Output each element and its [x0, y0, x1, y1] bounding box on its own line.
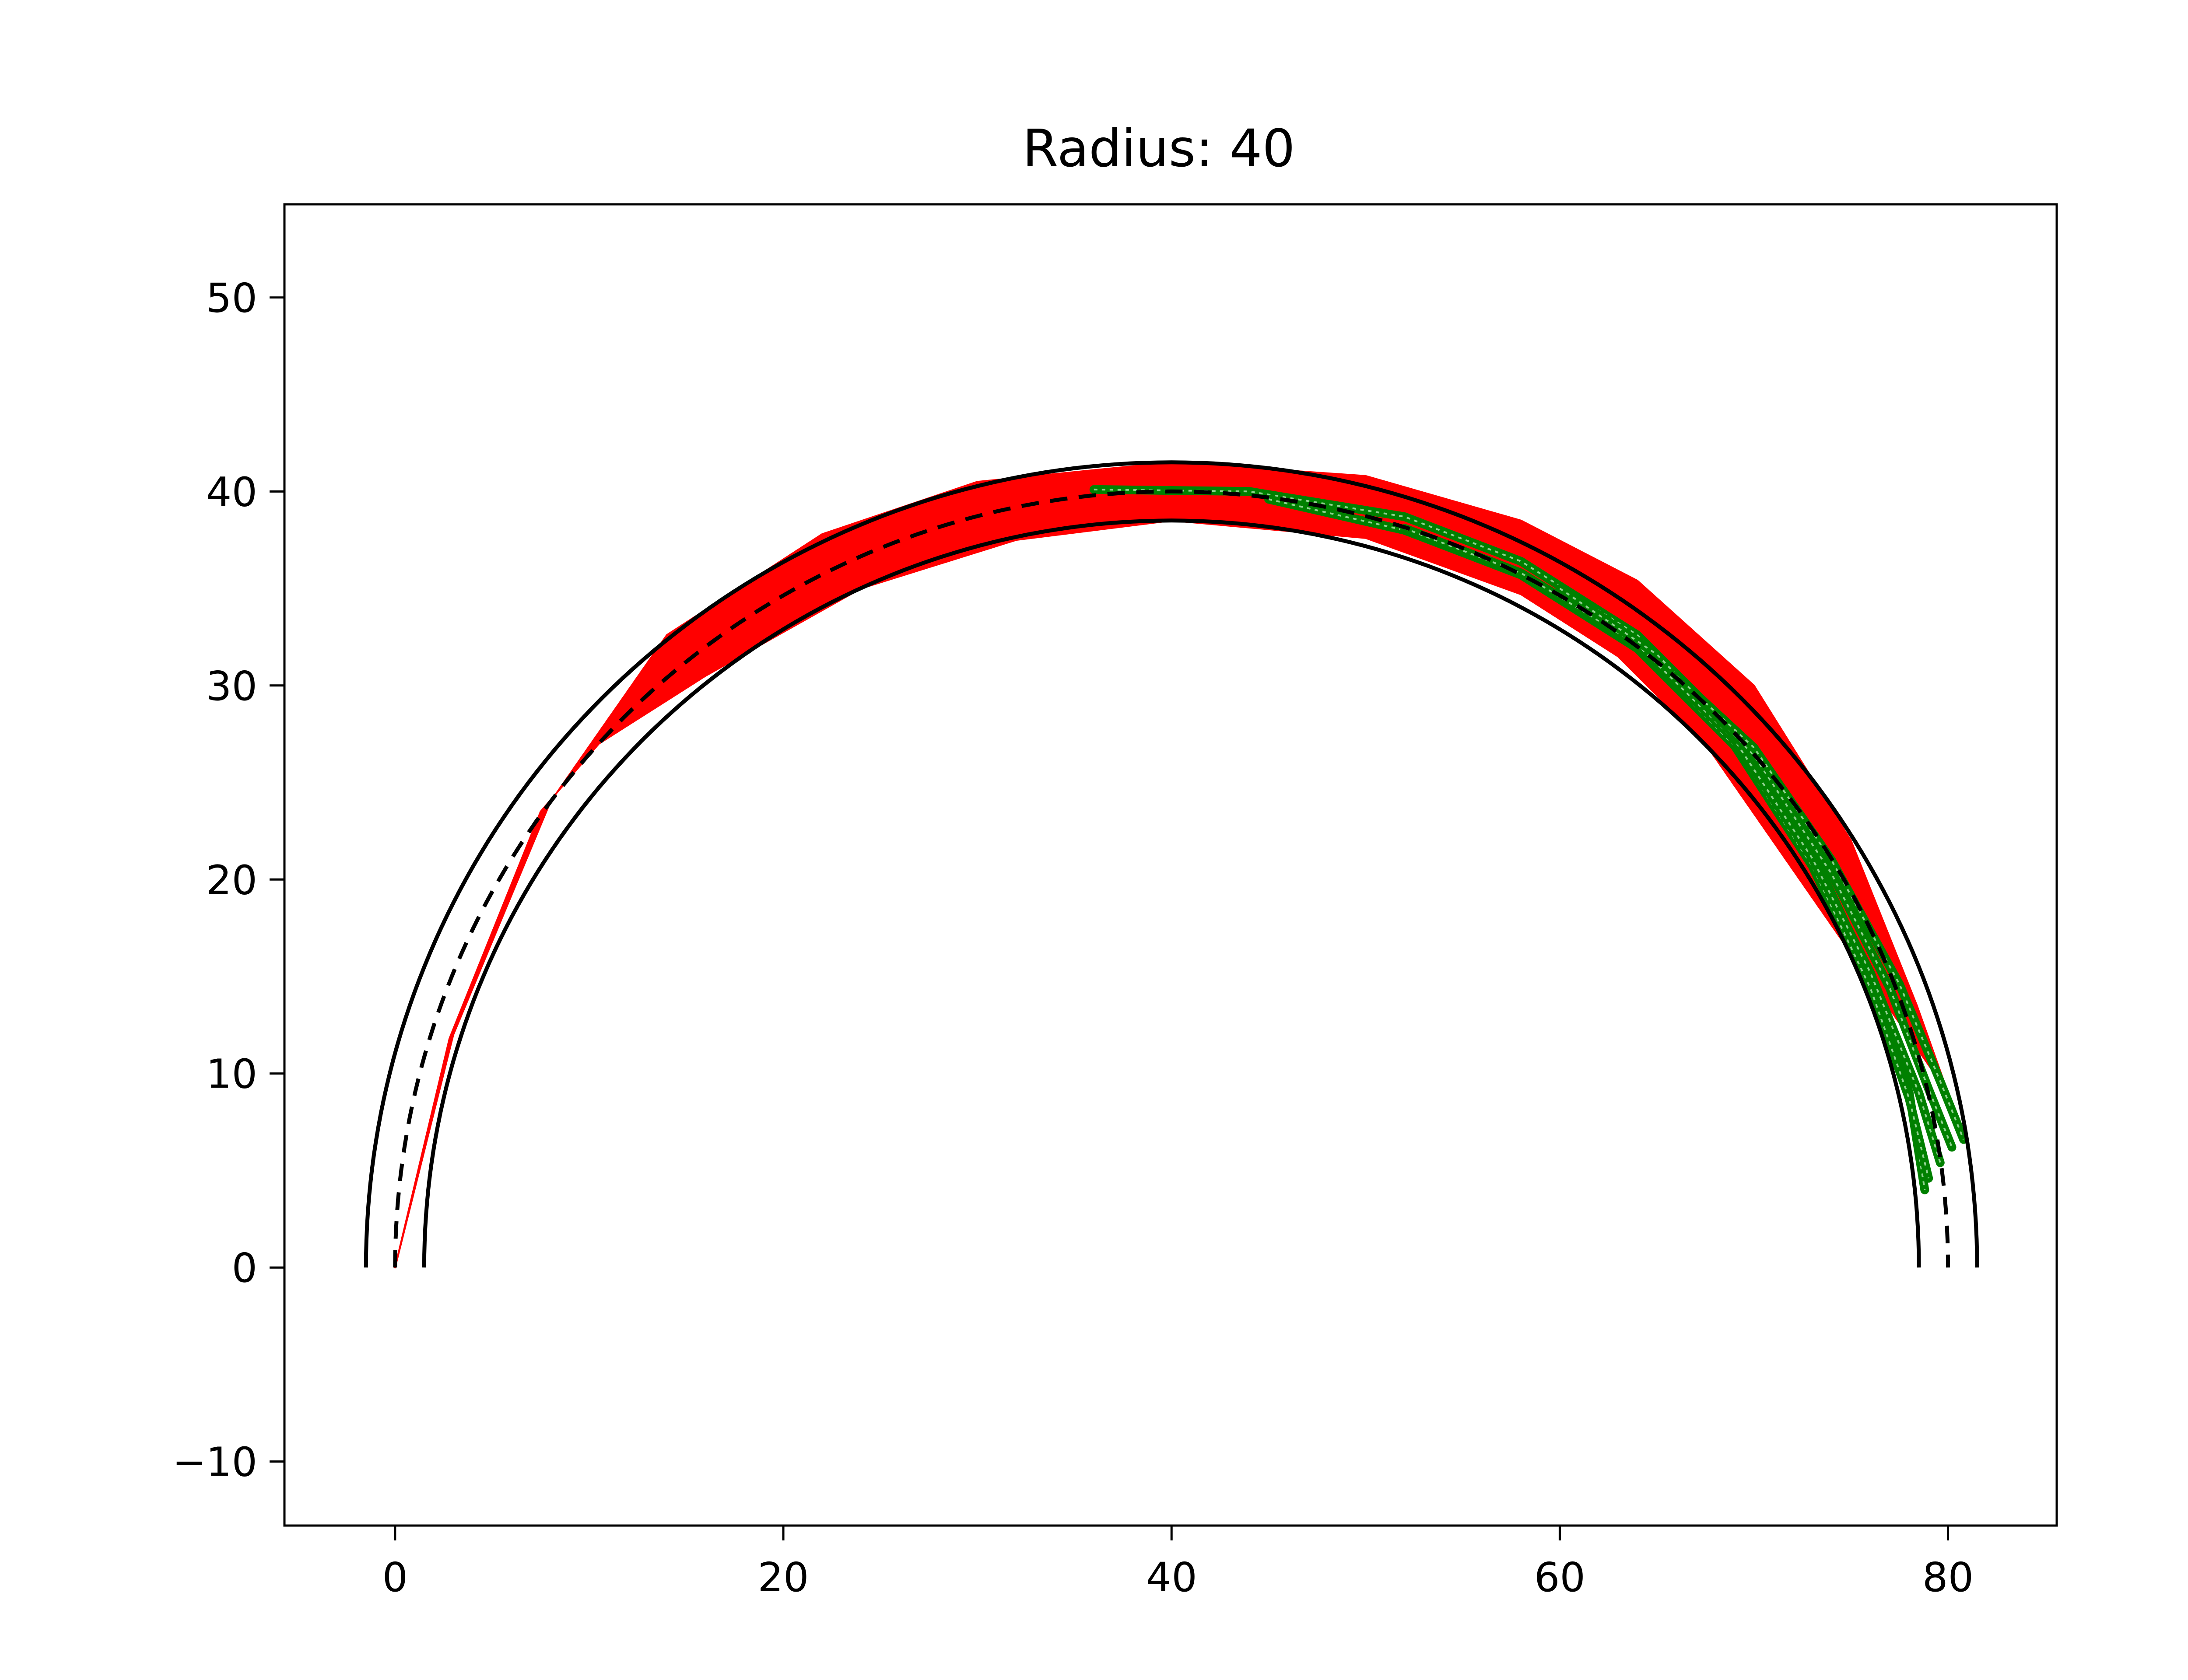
y-tick-label: 50 [206, 275, 257, 322]
axes-frame [283, 203, 2058, 1527]
y-tick-label: 30 [206, 663, 257, 710]
x-tick-label: 40 [1146, 1554, 1197, 1601]
chart-title: Radius: 40 [1022, 118, 1295, 178]
y-tick-label: 0 [231, 1245, 257, 1292]
green-trajectory-highlight-4 [1676, 675, 1964, 1140]
y-tick-label: 40 [206, 469, 257, 515]
red-trajectory-band [394, 461, 1949, 1269]
plot-content [364, 460, 1979, 1269]
green-trajectory-highlight-2 [1404, 527, 1941, 1163]
y-tick-label: 10 [206, 1051, 257, 1098]
x-tick-label: 0 [382, 1554, 408, 1601]
x-tick-label: 20 [757, 1554, 809, 1601]
x-tick-label: 80 [1922, 1554, 1974, 1601]
axis-ticks: 0 20 40 60 80 −10 0 10 20 30 40 50 [172, 275, 1974, 1601]
track-centerline [393, 489, 1950, 1268]
x-tick-label: 60 [1534, 1554, 1585, 1601]
y-tick-label: −10 [172, 1439, 257, 1486]
track-inner-boundary [422, 518, 1921, 1268]
y-tick-label: 20 [206, 857, 257, 903]
track-outer-boundary [364, 460, 1979, 1268]
